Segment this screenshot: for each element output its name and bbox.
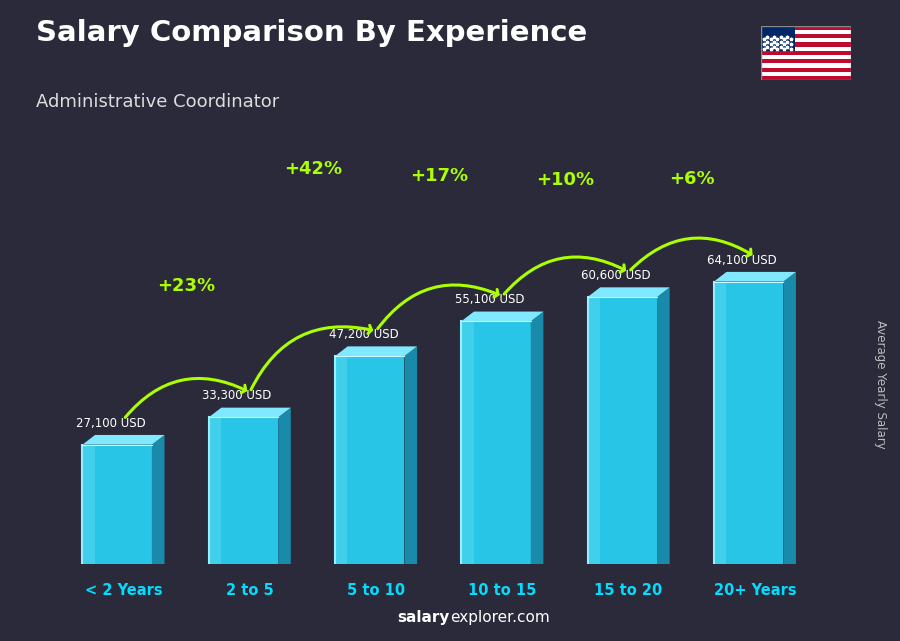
Polygon shape <box>404 346 417 564</box>
Text: +6%: +6% <box>669 170 715 188</box>
Bar <box>760 38 850 42</box>
Text: 5 to 10: 5 to 10 <box>347 583 405 598</box>
Polygon shape <box>209 408 291 417</box>
Bar <box>760 26 850 30</box>
Text: Average Yearly Salary: Average Yearly Salary <box>874 320 886 449</box>
Polygon shape <box>783 272 796 564</box>
Text: < 2 Years: < 2 Years <box>85 583 162 598</box>
Bar <box>760 26 795 51</box>
Bar <box>760 47 850 51</box>
Polygon shape <box>462 321 531 564</box>
Text: +23%: +23% <box>158 278 216 296</box>
Polygon shape <box>152 435 165 564</box>
Text: 27,100 USD: 27,100 USD <box>76 417 146 429</box>
Polygon shape <box>462 321 473 564</box>
Text: Administrative Coordinator: Administrative Coordinator <box>36 93 279 111</box>
Text: 10 to 15: 10 to 15 <box>468 583 536 598</box>
Polygon shape <box>335 356 404 564</box>
Text: 33,300 USD: 33,300 USD <box>202 389 272 403</box>
Polygon shape <box>335 346 417 356</box>
Text: Salary Comparison By Experience: Salary Comparison By Experience <box>36 19 587 47</box>
Text: 15 to 20: 15 to 20 <box>595 583 662 598</box>
Polygon shape <box>657 287 670 564</box>
Bar <box>760 67 850 72</box>
Text: 60,600 USD: 60,600 USD <box>581 269 651 282</box>
Bar <box>760 55 850 59</box>
Text: +42%: +42% <box>284 160 342 178</box>
Bar <box>760 63 850 67</box>
Bar <box>760 72 850 76</box>
Polygon shape <box>714 281 726 564</box>
Polygon shape <box>83 445 94 564</box>
Polygon shape <box>588 287 670 297</box>
Polygon shape <box>462 312 544 321</box>
Polygon shape <box>588 297 600 564</box>
Bar <box>760 76 850 80</box>
Polygon shape <box>335 356 347 564</box>
Polygon shape <box>531 312 544 564</box>
Bar <box>760 59 850 63</box>
Bar <box>760 34 850 38</box>
Polygon shape <box>209 417 278 564</box>
Text: 47,200 USD: 47,200 USD <box>328 328 399 341</box>
Text: +17%: +17% <box>410 167 468 185</box>
Polygon shape <box>714 281 783 564</box>
Text: salary: salary <box>398 610 450 625</box>
Bar <box>760 42 850 47</box>
Polygon shape <box>83 445 152 564</box>
Polygon shape <box>714 272 796 281</box>
Text: 64,100 USD: 64,100 USD <box>707 254 778 267</box>
Polygon shape <box>83 435 165 445</box>
Text: +10%: +10% <box>536 171 595 189</box>
Polygon shape <box>278 408 291 564</box>
Text: 2 to 5: 2 to 5 <box>226 583 274 598</box>
Text: 55,100 USD: 55,100 USD <box>455 294 525 306</box>
Bar <box>760 51 850 55</box>
Text: 20+ Years: 20+ Years <box>714 583 796 598</box>
Bar <box>760 30 850 34</box>
Polygon shape <box>588 297 657 564</box>
Text: explorer.com: explorer.com <box>450 610 550 625</box>
Polygon shape <box>209 417 221 564</box>
